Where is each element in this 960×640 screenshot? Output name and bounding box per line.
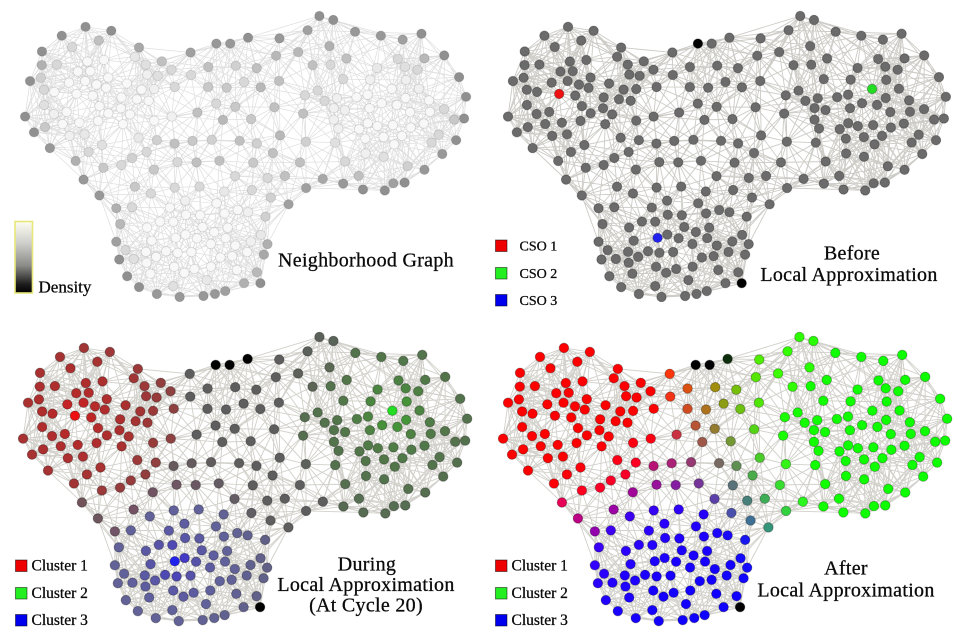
svg-text:Local Approximation: Local Approximation	[277, 574, 454, 596]
svg-text:CSO 1: CSO 1	[520, 239, 558, 254]
svg-text:CSO 3: CSO 3	[520, 294, 558, 309]
svg-text:Cluster 1: Cluster 1	[32, 557, 88, 574]
svg-text:Cluster 1: Cluster 1	[512, 557, 568, 574]
svg-text:Cluster 2: Cluster 2	[32, 585, 88, 602]
svg-text:Cluster 2: Cluster 2	[512, 585, 568, 602]
svg-text:Cluster 3: Cluster 3	[512, 612, 569, 629]
svg-text:After: After	[824, 558, 868, 580]
svg-text:Density: Density	[39, 278, 92, 297]
svg-text:Local Approximation: Local Approximation	[760, 264, 937, 286]
svg-text:Neighborhood Graph: Neighborhood Graph	[278, 250, 454, 272]
svg-text:CSO 2: CSO 2	[520, 267, 558, 282]
svg-text:During: During	[338, 554, 396, 576]
svg-text:Before: Before	[824, 243, 880, 265]
svg-text:Cluster 3: Cluster 3	[32, 612, 89, 629]
svg-text:Local Approximation: Local Approximation	[757, 580, 934, 602]
svg-text:(At Cycle 20): (At Cycle 20)	[309, 595, 423, 617]
